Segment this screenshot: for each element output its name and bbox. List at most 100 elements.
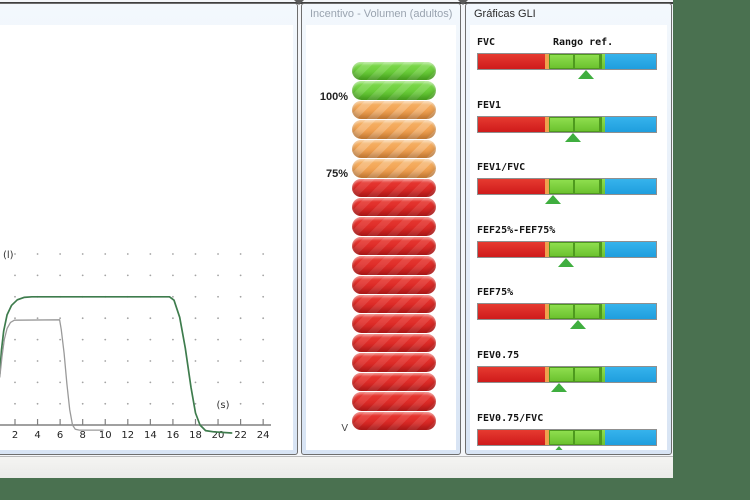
grid-dot — [104, 317, 107, 320]
incentive-panel-title: Incentivo - Volumen (adultos) — [310, 8, 453, 20]
below-range-segment — [478, 179, 546, 195]
gli-row-label: FEV0.75/FVC — [477, 412, 544, 424]
grid-dot — [14, 338, 16, 341]
grid-dot — [36, 338, 39, 341]
volume-time-curve-gray — [0, 319, 104, 431]
above-range-segment — [604, 54, 656, 69]
below-range-segment — [478, 366, 546, 382]
uln-boundary-line — [599, 304, 602, 320]
grid-dot — [81, 253, 84, 255]
x-axis-tick-label: 12 — [121, 430, 134, 441]
grid-dot — [81, 402, 84, 405]
gli-rows: FVC Rango ref. FEV1 FEV1/FVC FEF25%-FEF75% FE… — [470, 25, 667, 450]
below-range-segment — [478, 429, 546, 445]
grid-dot — [239, 274, 242, 277]
incentive-scale-label: 100% — [319, 90, 348, 103]
grid-dot — [149, 338, 152, 341]
measured-value-marker — [551, 382, 567, 392]
x-axis-tick-label: 6 — [57, 430, 63, 441]
gli-row-label: FVC — [477, 37, 496, 48]
uln-green-sliver — [601, 54, 605, 69]
grid-dot — [104, 274, 107, 277]
reference-range-header: Rango ref. — [553, 37, 614, 48]
grid-dot — [262, 338, 265, 341]
grid-dot — [14, 360, 16, 362]
gli-reference-bar — [477, 178, 657, 205]
below-range-segment — [478, 54, 546, 69]
x-axis-tick-label: 18 — [189, 430, 202, 441]
grid-dot — [81, 360, 84, 362]
incentive-segment-red — [352, 353, 436, 372]
grid-dot — [217, 274, 219, 277]
grid-dot — [172, 317, 174, 320]
measured-value-marker — [558, 257, 575, 267]
grid-dot — [126, 381, 129, 384]
grid-dot — [81, 381, 84, 384]
incentive-segment-red — [352, 275, 436, 295]
grid-dot — [36, 360, 39, 362]
grid-dot — [36, 402, 39, 405]
gli-row-label: FEF25%-FEF75% — [477, 224, 556, 236]
incentive-segment-red — [352, 178, 436, 197]
grid-dot — [217, 253, 219, 255]
grid-dot — [217, 381, 219, 384]
uln-green-sliver — [601, 116, 605, 132]
gli-row-fev1: FEV1 — [470, 94, 667, 157]
uln-boundary-line — [599, 179, 602, 195]
incentive-segment-red — [352, 392, 436, 411]
grid-dot — [104, 338, 107, 341]
gli-row-fev0-75-fvc: FEV0.75/FVC — [470, 407, 667, 450]
splitter-collapse-icon[interactable] — [294, 0, 304, 5]
grid-dot — [262, 402, 265, 405]
reference-range-segment — [549, 116, 600, 132]
reference-range-divider — [573, 180, 576, 194]
gli-reference-bar — [477, 428, 657, 450]
measured-value-marker — [578, 70, 594, 79]
reference-range-divider — [573, 430, 576, 444]
grid-dot — [239, 360, 242, 362]
below-range-segment — [478, 116, 546, 132]
grid-dot — [104, 253, 107, 255]
grid-dot — [194, 402, 197, 405]
grid-dot — [59, 338, 62, 341]
uln-green-sliver — [601, 366, 605, 382]
reference-range-divider — [573, 55, 576, 68]
x-axis-tick-label: 2 — [12, 430, 18, 441]
incentive-segment-green — [352, 81, 436, 100]
x-axis-tick-label: 4 — [34, 430, 40, 441]
grid-dot — [59, 381, 62, 384]
volume-time-curve-green — [0, 295, 233, 434]
below-range-segment — [478, 241, 546, 257]
uln-boundary-line — [599, 116, 602, 132]
grid-dot — [14, 274, 16, 277]
grid-dot — [36, 381, 39, 384]
grid-dot — [172, 381, 174, 384]
gli-reference-bar — [477, 365, 657, 392]
reference-range-segment — [549, 366, 600, 382]
gli-row-label: FEF75% — [477, 287, 514, 299]
reference-range-segment — [549, 54, 600, 69]
gli-row-label: FEV0.75 — [477, 349, 520, 361]
gli-panel-title: Gráficas GLI — [474, 8, 536, 20]
grid-dot — [172, 274, 174, 277]
incentive-bar-stack — [352, 62, 436, 431]
volume-time-panel-title — [0, 4, 297, 24]
x-axis-tick-label: 16 — [167, 430, 180, 441]
reference-range-divider — [573, 305, 576, 319]
grid-dot — [262, 253, 265, 255]
grid-dot — [81, 317, 84, 320]
grid-dot — [239, 338, 242, 341]
grid-dot — [239, 381, 242, 384]
incentive-panel-body: 100% 75% V — [306, 25, 456, 450]
above-range-segment — [604, 304, 656, 320]
splitter-collapse-icon[interactable] — [458, 0, 468, 5]
y-axis-unit-label: (l) — [3, 250, 14, 261]
lln-boundary-segment — [545, 116, 550, 132]
grid-dot — [149, 402, 152, 405]
gli-reference-bar — [477, 53, 657, 79]
x-axis-unit-label: (s) — [216, 400, 229, 411]
volume-time-chart: (l)(s)2 4 6 8 10 12 14 16 18 20 22 24 — [0, 250, 271, 441]
grid-dot — [149, 253, 152, 255]
grid-dot — [36, 253, 39, 255]
grid-dot — [149, 274, 152, 277]
